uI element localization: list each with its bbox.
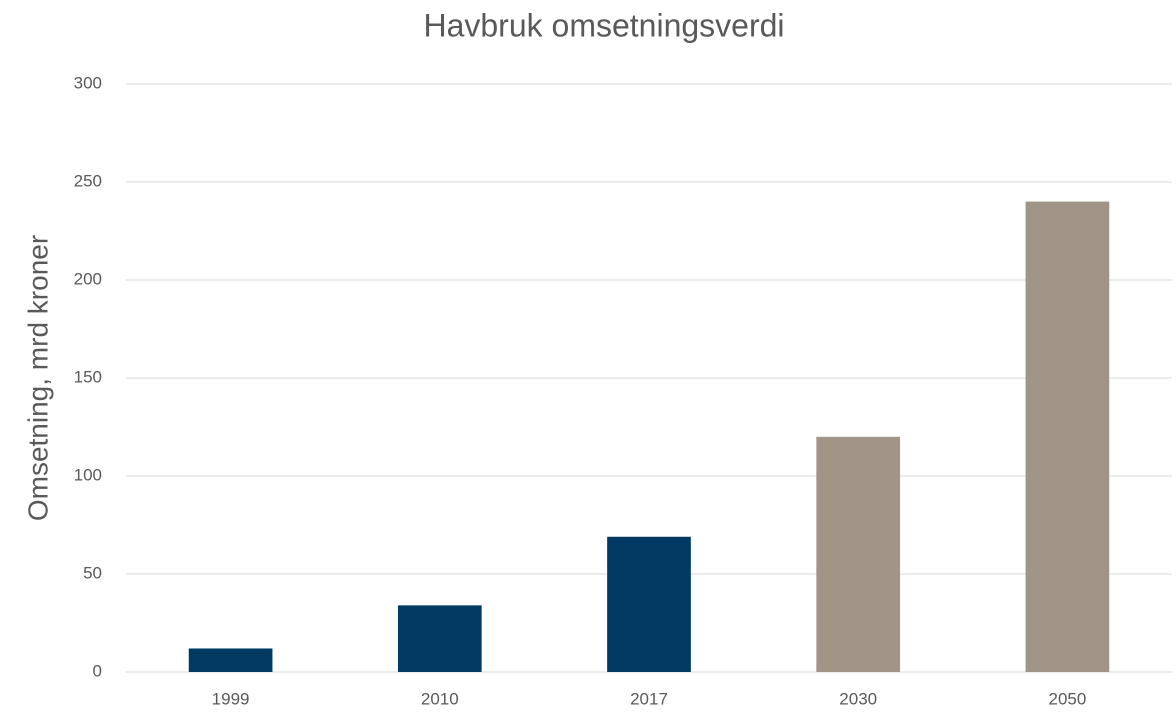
x-tick-label: 2030 — [839, 689, 877, 708]
bar — [1025, 201, 1110, 672]
x-tick-label: 1999 — [212, 689, 250, 708]
y-tick-label: 200 — [74, 269, 102, 288]
y-tick-label: 100 — [74, 465, 102, 484]
y-tick-label: 50 — [83, 563, 102, 582]
bar — [607, 536, 691, 672]
y-tick-label: 150 — [74, 367, 102, 386]
bar — [397, 605, 482, 672]
y-axis-label: Omsetning, mrd kroner — [22, 235, 53, 521]
y-tick-label: 300 — [74, 73, 102, 92]
bar — [188, 648, 273, 672]
x-tick-label: 2017 — [630, 689, 668, 708]
y-tick-label: 250 — [74, 171, 102, 190]
chart-title: Havbruk omsetningsverdi — [423, 7, 784, 43]
bar — [816, 436, 901, 672]
y-tick-label: 0 — [93, 661, 102, 680]
x-tick-label: 2010 — [421, 689, 459, 708]
x-tick-label: 2050 — [1048, 689, 1086, 708]
